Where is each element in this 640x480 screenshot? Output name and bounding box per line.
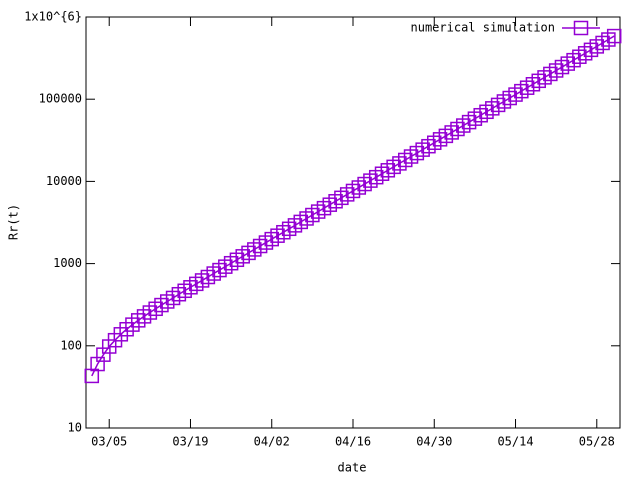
y-tick-label: 100000 [39, 92, 82, 106]
y-tick-label: 10000 [46, 174, 82, 188]
y-tick-label: 10 [68, 421, 82, 435]
x-tick-label: 04/02 [254, 435, 290, 449]
legend-marker [573, 20, 589, 36]
x-tick-label: 04/16 [335, 435, 371, 449]
y-tick-label: 1000 [53, 256, 82, 270]
x-tick-label: 05/14 [497, 435, 533, 449]
legend-label: numerical simulation [411, 21, 556, 35]
point-marker [606, 28, 622, 44]
x-tick-label: 04/30 [416, 435, 452, 449]
x-tick-label: 03/19 [172, 435, 208, 449]
y-tick-label: 1x10^{6} [24, 10, 82, 24]
y-tick-label: 100 [60, 338, 82, 352]
x-axis-label: date [338, 461, 367, 475]
x-tick-label: 05/28 [579, 435, 615, 449]
y-axis-label: Rr(t) [7, 204, 21, 240]
x-tick-label: 03/05 [91, 435, 127, 449]
